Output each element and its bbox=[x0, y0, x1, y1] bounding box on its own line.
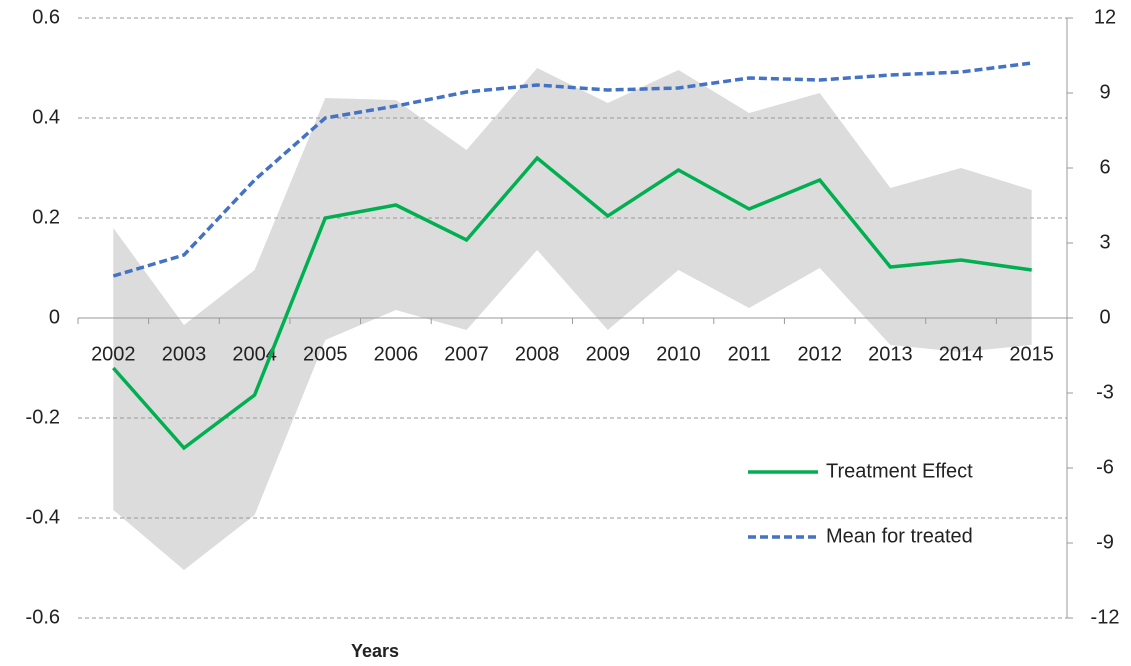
x-tick-label: 2009 bbox=[586, 343, 631, 365]
series-line bbox=[112, 155, 1032, 451]
x-tick-label: 2012 bbox=[798, 343, 843, 365]
y-tick-label: -0.2 bbox=[26, 406, 60, 428]
x-tick-label: 2011 bbox=[728, 343, 771, 365]
y2-tick-label: -9 bbox=[1096, 531, 1114, 553]
y-tick-label: 0.2 bbox=[32, 206, 60, 228]
y2-tick-label: -3 bbox=[1096, 381, 1114, 403]
y2-tick-label: 12 bbox=[1094, 6, 1116, 28]
y2-tick-label: 9 bbox=[1099, 81, 1110, 103]
x-tick-label: 2008 bbox=[515, 343, 560, 365]
x-tick-label: 2004 bbox=[232, 343, 277, 365]
x-tick-label: 2007 bbox=[444, 343, 489, 365]
y-tick-label: -0.6 bbox=[26, 606, 60, 628]
y-tick-label: 0.4 bbox=[32, 106, 60, 128]
x-tick-label: 2003 bbox=[162, 343, 207, 365]
legend-label: Mean for treated bbox=[826, 525, 973, 547]
x-tick-label: 2005 bbox=[303, 343, 348, 365]
y-tick-label: 0.6 bbox=[32, 6, 60, 28]
x-tick-label: 2015 bbox=[1009, 343, 1054, 365]
x-tick-label: 2006 bbox=[374, 343, 419, 365]
series-line bbox=[112, 61, 1032, 278]
legend-label: Treatment Effect bbox=[826, 460, 973, 482]
x-tick-label: 2010 bbox=[656, 343, 701, 365]
x-tick-label: 2002 bbox=[91, 343, 136, 365]
y2-tick-label: 0 bbox=[1099, 306, 1110, 328]
y2-tick-label: -12 bbox=[1091, 606, 1120, 628]
y2-tick-label: 3 bbox=[1099, 231, 1110, 253]
confidence-band bbox=[113, 68, 1032, 570]
x-tick-label: 2013 bbox=[868, 343, 913, 365]
y-tick-label: -0.4 bbox=[26, 506, 60, 528]
y-tick-label: 0 bbox=[49, 306, 60, 328]
x-axis-label: Years bbox=[351, 641, 399, 661]
x-tick-label: 2014 bbox=[939, 343, 984, 365]
y2-tick-label: -6 bbox=[1096, 456, 1114, 478]
y2-tick-label: 6 bbox=[1099, 156, 1110, 178]
